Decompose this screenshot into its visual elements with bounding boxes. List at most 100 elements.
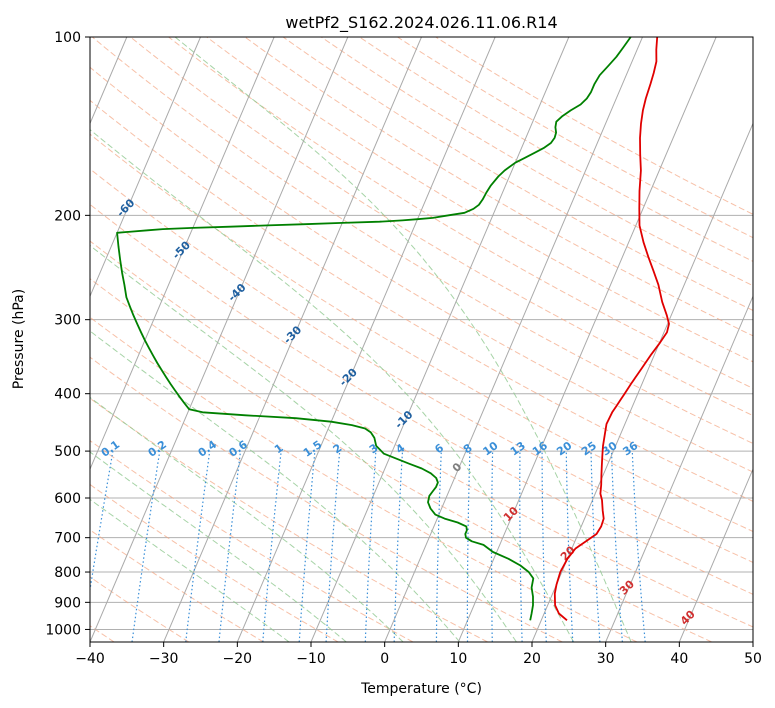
x-tick-label: 10 <box>449 651 467 667</box>
dry-adiabat <box>90 278 712 642</box>
dry-adiabat <box>168 37 753 389</box>
dry-adiabat <box>130 37 753 417</box>
mixing-ratio-line <box>364 451 377 642</box>
mixing-ratio-lines <box>90 450 646 642</box>
y-tick-label: 300 <box>54 313 81 329</box>
dry-adiabat <box>435 37 753 215</box>
mixing-ratio-label: 4 <box>393 441 407 456</box>
mixing-ratio-label: 16 <box>530 439 550 459</box>
plot-frame <box>89 36 754 643</box>
dry-adiabat <box>90 66 753 473</box>
moist-adiabat <box>90 451 347 642</box>
isotherm-label: -10 <box>392 408 415 431</box>
chart-title: wetPf2_S162.2024.026.11.06.R14 <box>285 13 557 33</box>
background-labels: 0.10.20.40.611.52346810131620253036-100-… <box>3 111 698 628</box>
mixing-ratio-label: 8 <box>461 441 475 456</box>
dry-adiabat <box>91 37 753 444</box>
y-tick-label: 500 <box>54 444 81 460</box>
isotherm <box>531 122 753 642</box>
mixing-ratio-line <box>490 451 494 642</box>
plot-area: 0.10.20.40.611.52346810131620253036-100-… <box>3 37 753 642</box>
dry-adiabat <box>90 356 563 642</box>
moist-adiabat <box>90 129 575 642</box>
mixing-ratio-label: 1 <box>272 441 286 456</box>
isotherm <box>90 37 201 298</box>
y-tick-label: 100 <box>54 30 81 46</box>
moist-adiabat <box>90 244 517 642</box>
dry-adiabat <box>244 37 753 337</box>
mixing-ratio-line <box>610 451 623 642</box>
x-axis: −40 −30 −20 −10 0 10 20 30 40 50 <box>75 642 762 667</box>
isotherm <box>605 295 753 642</box>
isotherm-label: -40 <box>225 281 248 304</box>
mixing-ratio-label: 10 <box>481 439 501 459</box>
dry-adiabat <box>320 37 753 287</box>
isotherm-label: -70 <box>59 154 82 177</box>
profile-series <box>116 37 670 621</box>
x-tick-label: −30 <box>149 651 179 667</box>
mixing-ratio-line <box>131 451 161 642</box>
dewpoint-line <box>116 37 632 621</box>
dry-adiabat <box>90 240 753 628</box>
pressure-gridlines <box>90 37 753 630</box>
dry-adiabat <box>90 133 753 533</box>
y-tick-label: 900 <box>54 595 81 611</box>
y-tick-label: 400 <box>54 387 81 403</box>
y-tick-label: 200 <box>54 208 81 224</box>
dry-adiabat <box>90 529 264 642</box>
isotherm <box>310 37 570 642</box>
isotherm-label: -80 <box>3 111 26 134</box>
x-tick-label: 20 <box>523 651 541 667</box>
isotherm-label: -60 <box>114 196 137 219</box>
x-tick-label: 0 <box>380 651 389 667</box>
x-tick-label: 50 <box>744 651 762 667</box>
mixing-ratio-line <box>519 451 523 642</box>
mixing-ratio-line <box>185 451 211 642</box>
isotherm <box>457 37 717 642</box>
mixing-ratio-line <box>631 451 646 642</box>
y-tick-label: 700 <box>54 531 81 547</box>
dry-adiabat <box>90 483 339 642</box>
isotherm <box>90 37 349 642</box>
mixing-ratio-line <box>466 451 471 642</box>
isotherm <box>752 640 753 642</box>
dry-adiabat <box>90 576 190 642</box>
isotherm <box>678 467 753 642</box>
isotherm-label: 20 <box>558 543 578 563</box>
moist-adiabat <box>90 396 404 642</box>
mixing-ratio-line <box>298 451 316 642</box>
moist-adiabats <box>90 37 632 642</box>
x-tick-label: −10 <box>296 651 326 667</box>
dry-adiabat <box>90 397 488 642</box>
mixing-ratio-line <box>590 451 601 642</box>
x-axis-label: Temperature (°C) <box>360 681 482 697</box>
y-tick-label: 800 <box>54 565 81 581</box>
x-tick-label: 40 <box>670 651 688 667</box>
moist-adiabat <box>90 330 461 642</box>
y-axis: 100 200 300 400 500 600 700 800 900 1000 <box>45 30 90 638</box>
isotherm <box>163 37 422 642</box>
mixing-ratio-label: 0.4 <box>196 438 220 460</box>
mixing-ratio-label: 20 <box>554 439 574 459</box>
isotherm-label: -50 <box>170 238 193 261</box>
y-axis-label: Pressure (hPa) <box>11 289 27 389</box>
mixing-ratio-line <box>262 451 282 642</box>
dry-adiabat <box>90 440 414 642</box>
temperature-line <box>553 37 670 621</box>
y-tick-label: 1000 <box>45 622 81 638</box>
mixing-ratio-label: 36 <box>620 439 640 459</box>
mixing-ratio-label: 0.6 <box>227 438 251 460</box>
mixing-ratio-line <box>218 451 242 642</box>
isotherm-label: -20 <box>337 366 360 389</box>
x-tick-label: −20 <box>223 651 253 667</box>
mixing-ratio-label: 6 <box>432 441 446 456</box>
isotherm-label: -30 <box>281 323 304 346</box>
isotherm <box>384 37 643 642</box>
dry-adiabat <box>282 37 753 312</box>
isotherm-label: 30 <box>617 577 637 597</box>
x-tick-label: −40 <box>75 651 105 667</box>
x-tick-label: 30 <box>597 651 615 667</box>
mixing-ratio-label: 1.5 <box>301 438 324 460</box>
dry-adiabats <box>90 37 753 642</box>
